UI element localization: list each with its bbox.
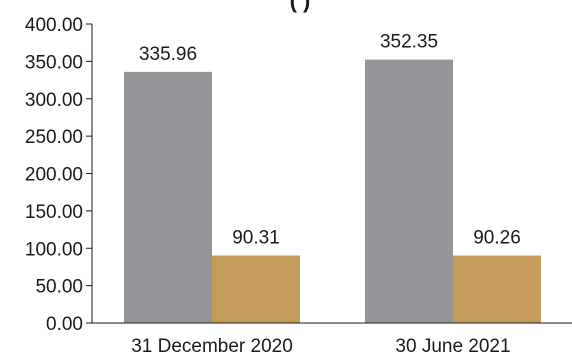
y-tick-label: 150.00	[25, 202, 83, 223]
y-tick-label: 50.00	[35, 277, 83, 298]
x-axis: 31 December 2020 30 June 2021	[92, 322, 572, 355]
data-label: 352.35	[380, 32, 438, 53]
bars-group: 335.96 90.31 352.35 90.26	[124, 32, 541, 323]
y-tick-label: 400.00	[25, 15, 83, 36]
bar	[124, 71, 212, 323]
data-label: 90.31	[232, 227, 280, 248]
x-category-label: 30 June 2021	[395, 336, 510, 355]
data-label: 90.26	[473, 228, 521, 249]
y-tick-label: 0.00	[46, 314, 83, 335]
y-tick-label: 200.00	[25, 165, 83, 186]
bar	[365, 59, 453, 323]
data-label: 335.96	[139, 44, 197, 65]
bar	[212, 255, 300, 323]
y-tick-label: 100.00	[25, 239, 83, 260]
y-tick-label: 300.00	[25, 90, 83, 111]
y-axis: 0.00 50.00 100.00 150.00 200.00 250.00 300.00 3…	[25, 15, 93, 335]
y-tick-label: 250.00	[25, 127, 83, 148]
x-category-label: 31 December 2020	[131, 336, 293, 355]
bar	[453, 255, 541, 323]
chart-title-fragment: ( )	[290, 0, 311, 13]
y-tick-label: 350.00	[25, 52, 83, 73]
